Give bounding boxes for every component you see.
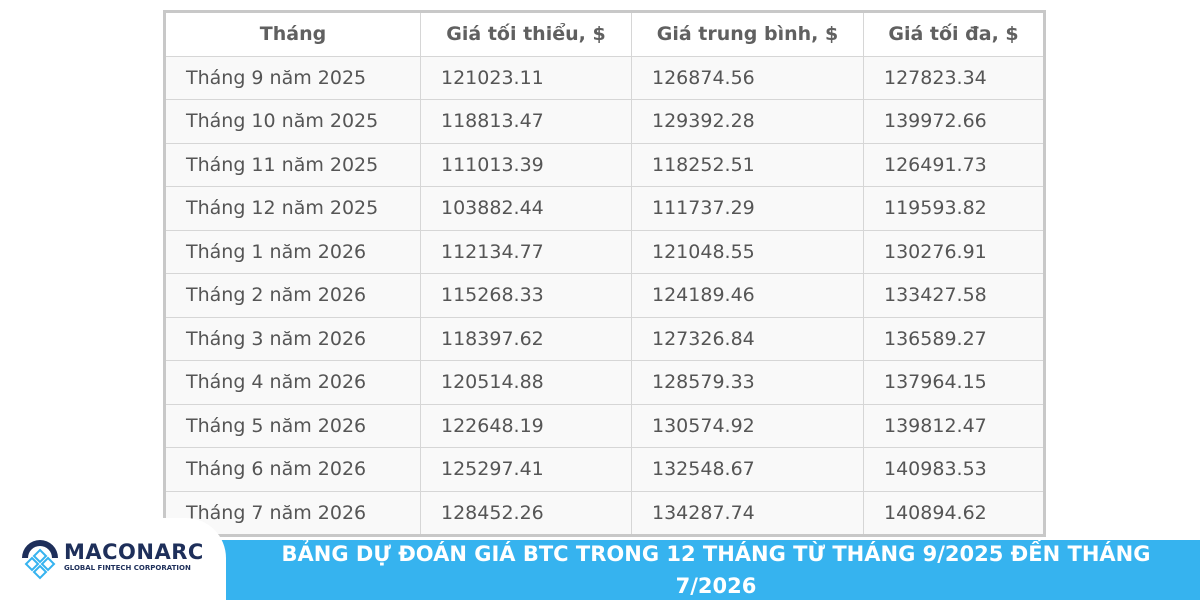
table-cell: 134287.74 <box>631 490 864 536</box>
table-cell: 119593.82 <box>863 186 1045 231</box>
table-row: Tháng 7 năm 2026 128452.26 134287.74 140894… <box>164 490 1045 536</box>
table-row: Tháng 12 năm 2025 103882.44 111737.29 11959… <box>164 186 1045 231</box>
logo-icon <box>22 540 58 580</box>
table-cell: Tháng 11 năm 2025 <box>164 142 421 187</box>
banner-title: BẢNG DỰ ĐOÁN GIÁ BTC TRONG 12 THÁNG TỪ T… <box>281 542 1151 598</box>
table-cell: Tháng 6 năm 2026 <box>164 447 421 492</box>
table-row: Tháng 3 năm 2026 118397.62 127326.84 136589… <box>164 316 1045 361</box>
table-cell: Tháng 10 năm 2025 <box>164 99 421 144</box>
table-cell: Tháng 9 năm 2025 <box>164 55 421 100</box>
table-cell: 132548.67 <box>631 447 864 492</box>
table-cell: 120514.88 <box>420 360 632 405</box>
table-cell: 121048.55 <box>631 229 864 274</box>
column-header: Tháng <box>164 11 421 57</box>
table-row: Tháng 1 năm 2026 112134.77 121048.55 130276… <box>164 229 1045 274</box>
table-row: Tháng 10 năm 2025 118813.47 129392.28 13997… <box>164 99 1045 144</box>
table-cell: 111737.29 <box>631 186 864 231</box>
table-cell: 128579.33 <box>631 360 864 405</box>
table-cell: 130276.91 <box>863 229 1045 274</box>
table-cell: 139972.66 <box>863 99 1045 144</box>
table-cell: 140894.62 <box>863 490 1045 536</box>
table-cell: 118397.62 <box>420 316 632 361</box>
table-cell: 103882.44 <box>420 186 632 231</box>
table-cell: 126491.73 <box>863 142 1045 187</box>
table-row: Tháng 6 năm 2026 125297.41 132548.67 140983… <box>164 447 1045 492</box>
table-row: Tháng 2 năm 2026 115268.33 124189.46 133427… <box>164 273 1045 318</box>
table-cell: 127326.84 <box>631 316 864 361</box>
table-cell: 127823.34 <box>863 55 1045 100</box>
table-cell: 139812.47 <box>863 403 1045 448</box>
table-cell: Tháng 3 năm 2026 <box>164 316 421 361</box>
logo-name: MACONARC <box>64 540 204 564</box>
table-body: Tháng 9 năm 2025 121023.11 126874.56 127823… <box>164 55 1045 536</box>
table-cell: Tháng 5 năm 2026 <box>164 403 421 448</box>
table-cell: 136589.27 <box>863 316 1045 361</box>
table-row: Tháng 11 năm 2025 111013.39 118252.51 12649… <box>164 142 1045 187</box>
table-cell: 118252.51 <box>631 142 864 187</box>
table-row: Tháng 5 năm 2026 122648.19 130574.92 139812… <box>164 403 1045 448</box>
price-table: Tháng Giá tối thiểu, $ Giá trung bình, $ Gi… <box>163 10 1046 537</box>
table-cell: 125297.41 <box>420 447 632 492</box>
table-cell: 115268.33 <box>420 273 632 318</box>
table-cell: 128452.26 <box>420 490 632 536</box>
header-row: Tháng Giá tối thiểu, $ Giá trung bình, $ Gi… <box>164 11 1045 57</box>
column-header: Giá tối đa, $ <box>863 11 1045 57</box>
table-cell: 111013.39 <box>420 142 632 187</box>
table-cell: 122648.19 <box>420 403 632 448</box>
table-cell: 126874.56 <box>631 55 864 100</box>
table-cell: 112134.77 <box>420 229 632 274</box>
table-cell: 121023.11 <box>420 55 632 100</box>
table-cell: 137964.15 <box>863 360 1045 405</box>
table-cell: Tháng 12 năm 2025 <box>164 186 421 231</box>
table-row: Tháng 9 năm 2025 121023.11 126874.56 127823… <box>164 55 1045 100</box>
table-cell: 130574.92 <box>631 403 864 448</box>
table-cell: 124189.46 <box>631 273 864 318</box>
table-cell: Tháng 1 năm 2026 <box>164 229 421 274</box>
banner <box>180 540 1200 600</box>
table-cell: Tháng 4 năm 2026 <box>164 360 421 405</box>
table-cell: 133427.58 <box>863 273 1045 318</box>
table-row: Tháng 4 năm 2026 120514.88 128579.33 137964… <box>164 360 1045 405</box>
table-cell: 140983.53 <box>863 447 1045 492</box>
logo-tagline: GLOBAL FINTECH CORPORATION <box>64 564 191 572</box>
table-cell: Tháng 2 năm 2026 <box>164 273 421 318</box>
table-cell: 129392.28 <box>631 99 864 144</box>
logo: MACONARC GLOBAL FINTECH CORPORATION <box>0 518 226 600</box>
column-header: Giá trung bình, $ <box>631 11 864 57</box>
column-header: Giá tối thiểu, $ <box>420 11 632 57</box>
table-cell: 118813.47 <box>420 99 632 144</box>
